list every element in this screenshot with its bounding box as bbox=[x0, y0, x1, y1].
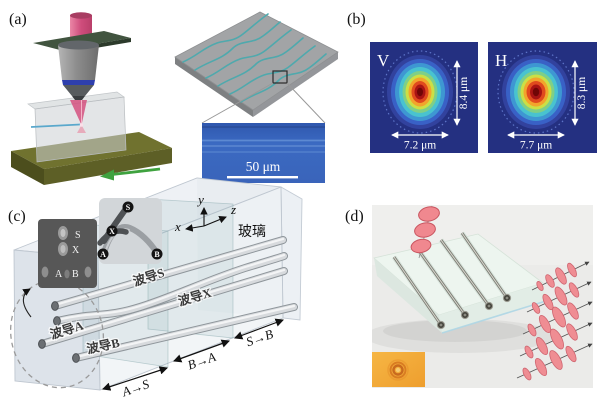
coupler-port-badges: S X A B bbox=[97, 201, 163, 260]
focused-laser-cone bbox=[70, 100, 87, 133]
waveguide-b-tube bbox=[72, 303, 298, 363]
translation-arrow bbox=[100, 167, 161, 181]
waveguide-chip-illustration bbox=[174, 11, 339, 124]
panel-d: (d) bbox=[345, 205, 593, 388]
mode-intensity-h bbox=[497, 50, 575, 134]
mode-v-label: V bbox=[377, 51, 390, 70]
input-helix bbox=[410, 205, 440, 259]
coupler-port-a: A bbox=[100, 250, 106, 259]
coupler-port-s: S bbox=[126, 203, 131, 212]
facet-inset-x-label: X bbox=[72, 245, 80, 256]
panel-b: (b) V 7.2 μm 8.4 μm bbox=[347, 11, 597, 153]
axis-x-label: x bbox=[174, 219, 181, 234]
mode-h-height-label: 8.3 μm bbox=[576, 77, 588, 109]
axis-y-label: y bbox=[196, 192, 204, 207]
mode-intensity-v bbox=[382, 50, 458, 134]
laser-writing-illustration bbox=[11, 12, 172, 185]
rod-end-caps bbox=[436, 293, 512, 330]
coordinate-axes: y z x bbox=[174, 192, 236, 234]
output-beams bbox=[516, 261, 593, 381]
panel-d-label: (d) bbox=[345, 208, 364, 225]
mode-h-label: H bbox=[495, 51, 507, 70]
segment-arrow-1 bbox=[102, 366, 168, 391]
facet-callout-arrow bbox=[22, 288, 32, 318]
waveguide-s-tube bbox=[51, 236, 287, 311]
coupler-port-b: B bbox=[154, 250, 160, 259]
waveguide-tubes bbox=[38, 236, 298, 363]
coupler-port-x: X bbox=[109, 227, 115, 236]
mode-v-height-label: 8.4 μm bbox=[458, 77, 470, 109]
glass-slab bbox=[373, 231, 547, 334]
scale-bar-label: 50 μm bbox=[246, 159, 281, 174]
axis-z-label: z bbox=[230, 202, 236, 217]
waveguide-a-tube bbox=[38, 267, 288, 349]
output-beam-2 bbox=[526, 281, 592, 314]
output-beam-4 bbox=[519, 322, 593, 359]
panel-a: (a) bbox=[9, 11, 339, 185]
objective-blue-ring bbox=[62, 80, 95, 85]
scale-bar bbox=[227, 176, 298, 179]
panel-a-label: (a) bbox=[9, 11, 27, 28]
panel-b-label: (b) bbox=[347, 11, 366, 28]
callout-line-left bbox=[201, 82, 274, 124]
output-beam-1 bbox=[531, 261, 590, 291]
mode-profile-v: V 7.2 μm 8.4 μm bbox=[370, 42, 478, 153]
facet-inset-b-label: B bbox=[72, 269, 79, 280]
slab-shadow bbox=[372, 319, 555, 353]
output-beam-5 bbox=[516, 343, 593, 381]
segment-arrow-2 bbox=[173, 339, 230, 363]
panel-c-label: (c) bbox=[8, 208, 26, 225]
facet-inset-s-label: S bbox=[75, 230, 81, 241]
facet-mode-spot-a bbox=[41, 266, 49, 278]
panel-c: (c) bbox=[8, 177, 303, 400]
mode-v-width-label: 7.2 μm bbox=[404, 140, 436, 152]
chip-waveguide-traces bbox=[182, 13, 327, 103]
laser-beam bbox=[70, 12, 92, 40]
coupler-3d-inset: S X A B bbox=[97, 198, 163, 264]
facet-inset-a-label: A bbox=[55, 269, 63, 280]
mode-h-width-label: 7.7 μm bbox=[520, 140, 552, 152]
facet-mode-inset: S X A B bbox=[38, 219, 97, 288]
microscope-inset: 50 μm bbox=[202, 123, 325, 183]
iridescent-edge bbox=[441, 300, 547, 334]
glass-label: 玻璃 bbox=[238, 223, 266, 240]
callout-line-right bbox=[286, 82, 326, 124]
facet-mode-spot-b bbox=[84, 266, 92, 278]
segment-arrow-3 bbox=[234, 318, 284, 340]
embedded-rods bbox=[392, 232, 512, 330]
output-beam-3 bbox=[522, 301, 593, 337]
render-photo bbox=[372, 205, 593, 388]
objective-lens bbox=[58, 40, 99, 100]
written-waveguide-line bbox=[30, 123, 81, 128]
mode-profile-h: H 7.7 μm 8.3 μm bbox=[488, 42, 597, 153]
zoom-region-box bbox=[272, 70, 288, 84]
vortex-mode-inset bbox=[372, 352, 425, 387]
waveguide-x-tube bbox=[53, 252, 288, 326]
